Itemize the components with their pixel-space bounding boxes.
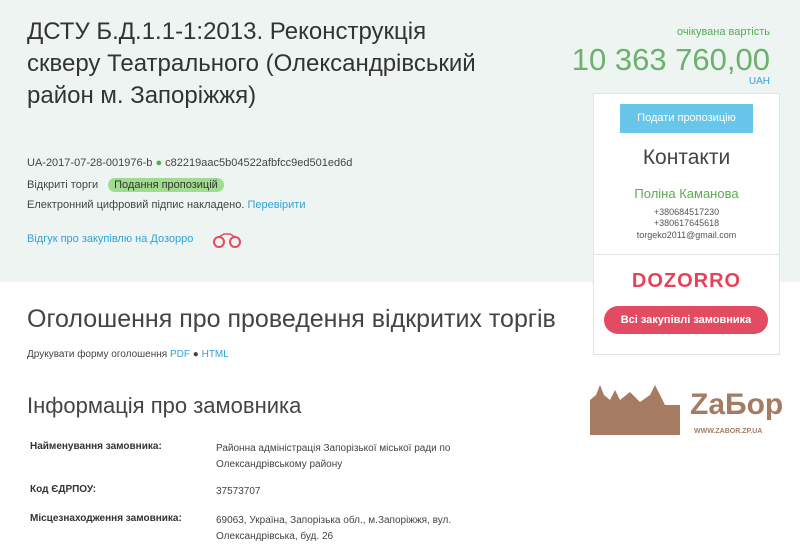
contact-email[interactable]: torgeko2011@gmail.com bbox=[636, 230, 737, 240]
contacts-title: Контакти bbox=[642, 146, 731, 169]
zabor-watermark: ZaБор WWW.ZABOR.ZP.UA bbox=[590, 380, 795, 442]
binoculars-icon[interactable] bbox=[212, 232, 242, 248]
verify-link[interactable]: Перевірити bbox=[247, 199, 306, 211]
print-html-link[interactable]: HTML bbox=[201, 349, 229, 360]
customer-info-title: Інформація про замовника bbox=[27, 393, 302, 418]
tender-type: Відкриті торги bbox=[27, 179, 99, 191]
watermark-skyline-icon bbox=[590, 385, 680, 435]
contact-name: Поліна Каманова bbox=[634, 186, 739, 201]
all-customer-tenders-button[interactable]: Всі закупівлі замовника bbox=[604, 306, 768, 334]
signature-line: Електронний цифровий підпис накладено. П… bbox=[27, 199, 305, 211]
contact-phone-2: +380617645618 bbox=[653, 218, 720, 228]
row-label: Код ЄДРПОУ: bbox=[30, 484, 97, 495]
currency: UAH bbox=[748, 76, 770, 87]
tender-title: ДСТУ Б.Д.1.1-1:2013. Реконструкція сквер… bbox=[27, 18, 476, 109]
tender-id-line: UA-2017-07-28-001976-b ● c82219aac5b0452… bbox=[27, 157, 352, 169]
dot-separator: ● bbox=[192, 349, 199, 360]
sidebar-card: Подати пропозицію Контакти Поліна Камано… bbox=[593, 93, 780, 355]
tender-hash: c82219aac5b04522afbfcc9ed501ed6d bbox=[165, 157, 353, 169]
row-label: Найменування замовника: bbox=[30, 441, 162, 452]
expected-value-label: очікувана вартість bbox=[676, 26, 770, 38]
watermark-text: ZaБор bbox=[690, 388, 784, 421]
watermark-url: WWW.ZABOR.ZP.UA bbox=[694, 428, 763, 435]
submit-proposal-button[interactable]: Подати пропозицію bbox=[620, 104, 753, 133]
dozorro-review-link[interactable]: Відгук про закупівлю на Дозорро bbox=[27, 233, 194, 245]
print-line: Друкувати форму оголошення PDF ● HTML bbox=[27, 349, 229, 360]
divider bbox=[594, 254, 779, 255]
tender-id: UA-2017-07-28-001976-b bbox=[27, 157, 153, 169]
status-badge: Подання пропозицій bbox=[108, 178, 224, 192]
row-value: 69063, Україна, Запорізька обл., м.Запор… bbox=[216, 515, 452, 542]
row-label: Місцезнаходження замовника: bbox=[30, 513, 182, 524]
contact-phone-1: +380684517230 bbox=[653, 207, 720, 217]
dot-separator: ● bbox=[155, 157, 163, 169]
tender-type-line: Відкриті торги Подання пропозицій bbox=[27, 178, 224, 192]
dozorro-logo: DOZORRO bbox=[631, 270, 742, 292]
print-label: Друкувати форму оголошення bbox=[27, 349, 168, 360]
row-value: Районна адміністрація Запорізької місько… bbox=[216, 443, 451, 470]
signature-text: Електронний цифровий підпис накладено. bbox=[27, 199, 245, 211]
expected-amount: 10 363 760,00 bbox=[571, 42, 770, 77]
print-pdf-link[interactable]: PDF bbox=[169, 349, 190, 360]
row-value: 37573707 bbox=[216, 486, 261, 497]
announcement-title: Оголошення про проведення відкритих торг… bbox=[27, 305, 556, 333]
